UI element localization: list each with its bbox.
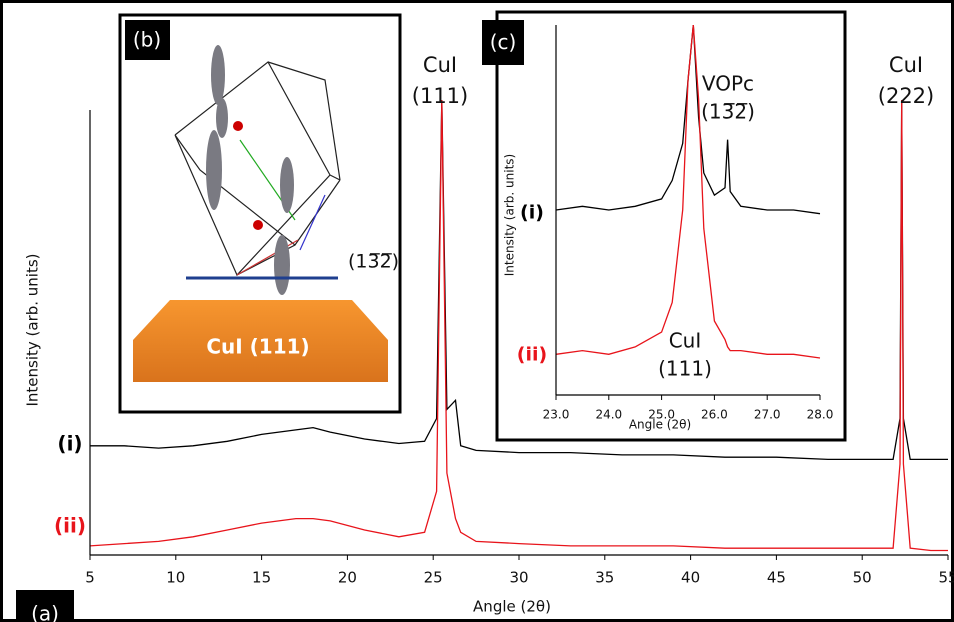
series-label: (ii) (517, 344, 547, 366)
x-tick-label: 25.0 (648, 408, 675, 422)
x-tick-label: 35 (595, 569, 614, 587)
x-tick-label: 24.0 (595, 408, 622, 422)
x-tick-label: 27.0 (754, 408, 781, 422)
annotation: CuI (669, 329, 702, 353)
series-line (89, 99, 948, 552)
annotation: CuI (423, 53, 457, 77)
main-chart: (i) (ii) 5 10 15 20 25 30 35 40 45 50 55 Angle (2θ) In… (16, 53, 954, 622)
annotation: CuI (889, 53, 923, 77)
x-tick-label: 25 (424, 569, 443, 587)
annotation: (111) (658, 357, 712, 381)
series-line (90, 99, 948, 461)
x-tick-label: 26.0 (701, 408, 728, 422)
molecules (206, 45, 294, 295)
x-tick-label: 15 (252, 569, 271, 587)
x-tick-label: 20 (338, 569, 357, 587)
inset-chart: (i) (ii) 23.0 24.0 25.0 26.0 27.0 28.0 Angle (2θ… (482, 20, 833, 432)
annotation: (111) (412, 84, 468, 108)
substrate-label: CuI (111) (206, 335, 309, 359)
inset-frame (495, 10, 847, 442)
panel-label: (c) (490, 30, 517, 54)
x-tick-label: 5 (85, 569, 95, 587)
series-line (555, 24, 821, 215)
series-line (555, 24, 821, 359)
x-tick-label: 55 (938, 569, 954, 587)
x-tick-label: 30 (509, 569, 528, 587)
x-tick-label: 23.0 (543, 408, 570, 422)
panel-label: (b) (133, 28, 161, 52)
inset-b: (b) (13̅2̅) CuI (111) (118, 13, 402, 414)
panel-label: (a) (31, 602, 59, 622)
series-label: (i) (520, 202, 544, 224)
y-axis-label: Intensity (arb. units) (24, 253, 42, 406)
x-tick-label: 28.0 (807, 408, 834, 422)
x-tick-label: 10 (166, 569, 185, 587)
annotation: VOPc (702, 72, 754, 96)
label-box (482, 20, 524, 65)
inset-c: (i) (ii) 23.0 24.0 25.0 26.0 27.0 28.0 Angle (2θ… (482, 10, 847, 442)
label-box (125, 20, 170, 60)
annotation: (13̅2̅) (701, 100, 755, 124)
substrate (133, 300, 388, 382)
series-label: (i) (57, 432, 82, 456)
label-box (16, 590, 74, 622)
annotation: (222) (878, 84, 934, 108)
plane-label: (13̅2̅) (348, 251, 399, 273)
x-tick-label: 45 (767, 569, 786, 587)
series-label: (ii) (54, 514, 86, 538)
x-axis-label: Angle (2θ) (473, 598, 551, 616)
x-tick-label: 40 (681, 569, 700, 587)
x-axis-label: Angle (2θ) (629, 418, 691, 432)
x-tick-label: 50 (853, 569, 872, 587)
y-axis-label: Intensity (arb. units) (503, 154, 517, 276)
